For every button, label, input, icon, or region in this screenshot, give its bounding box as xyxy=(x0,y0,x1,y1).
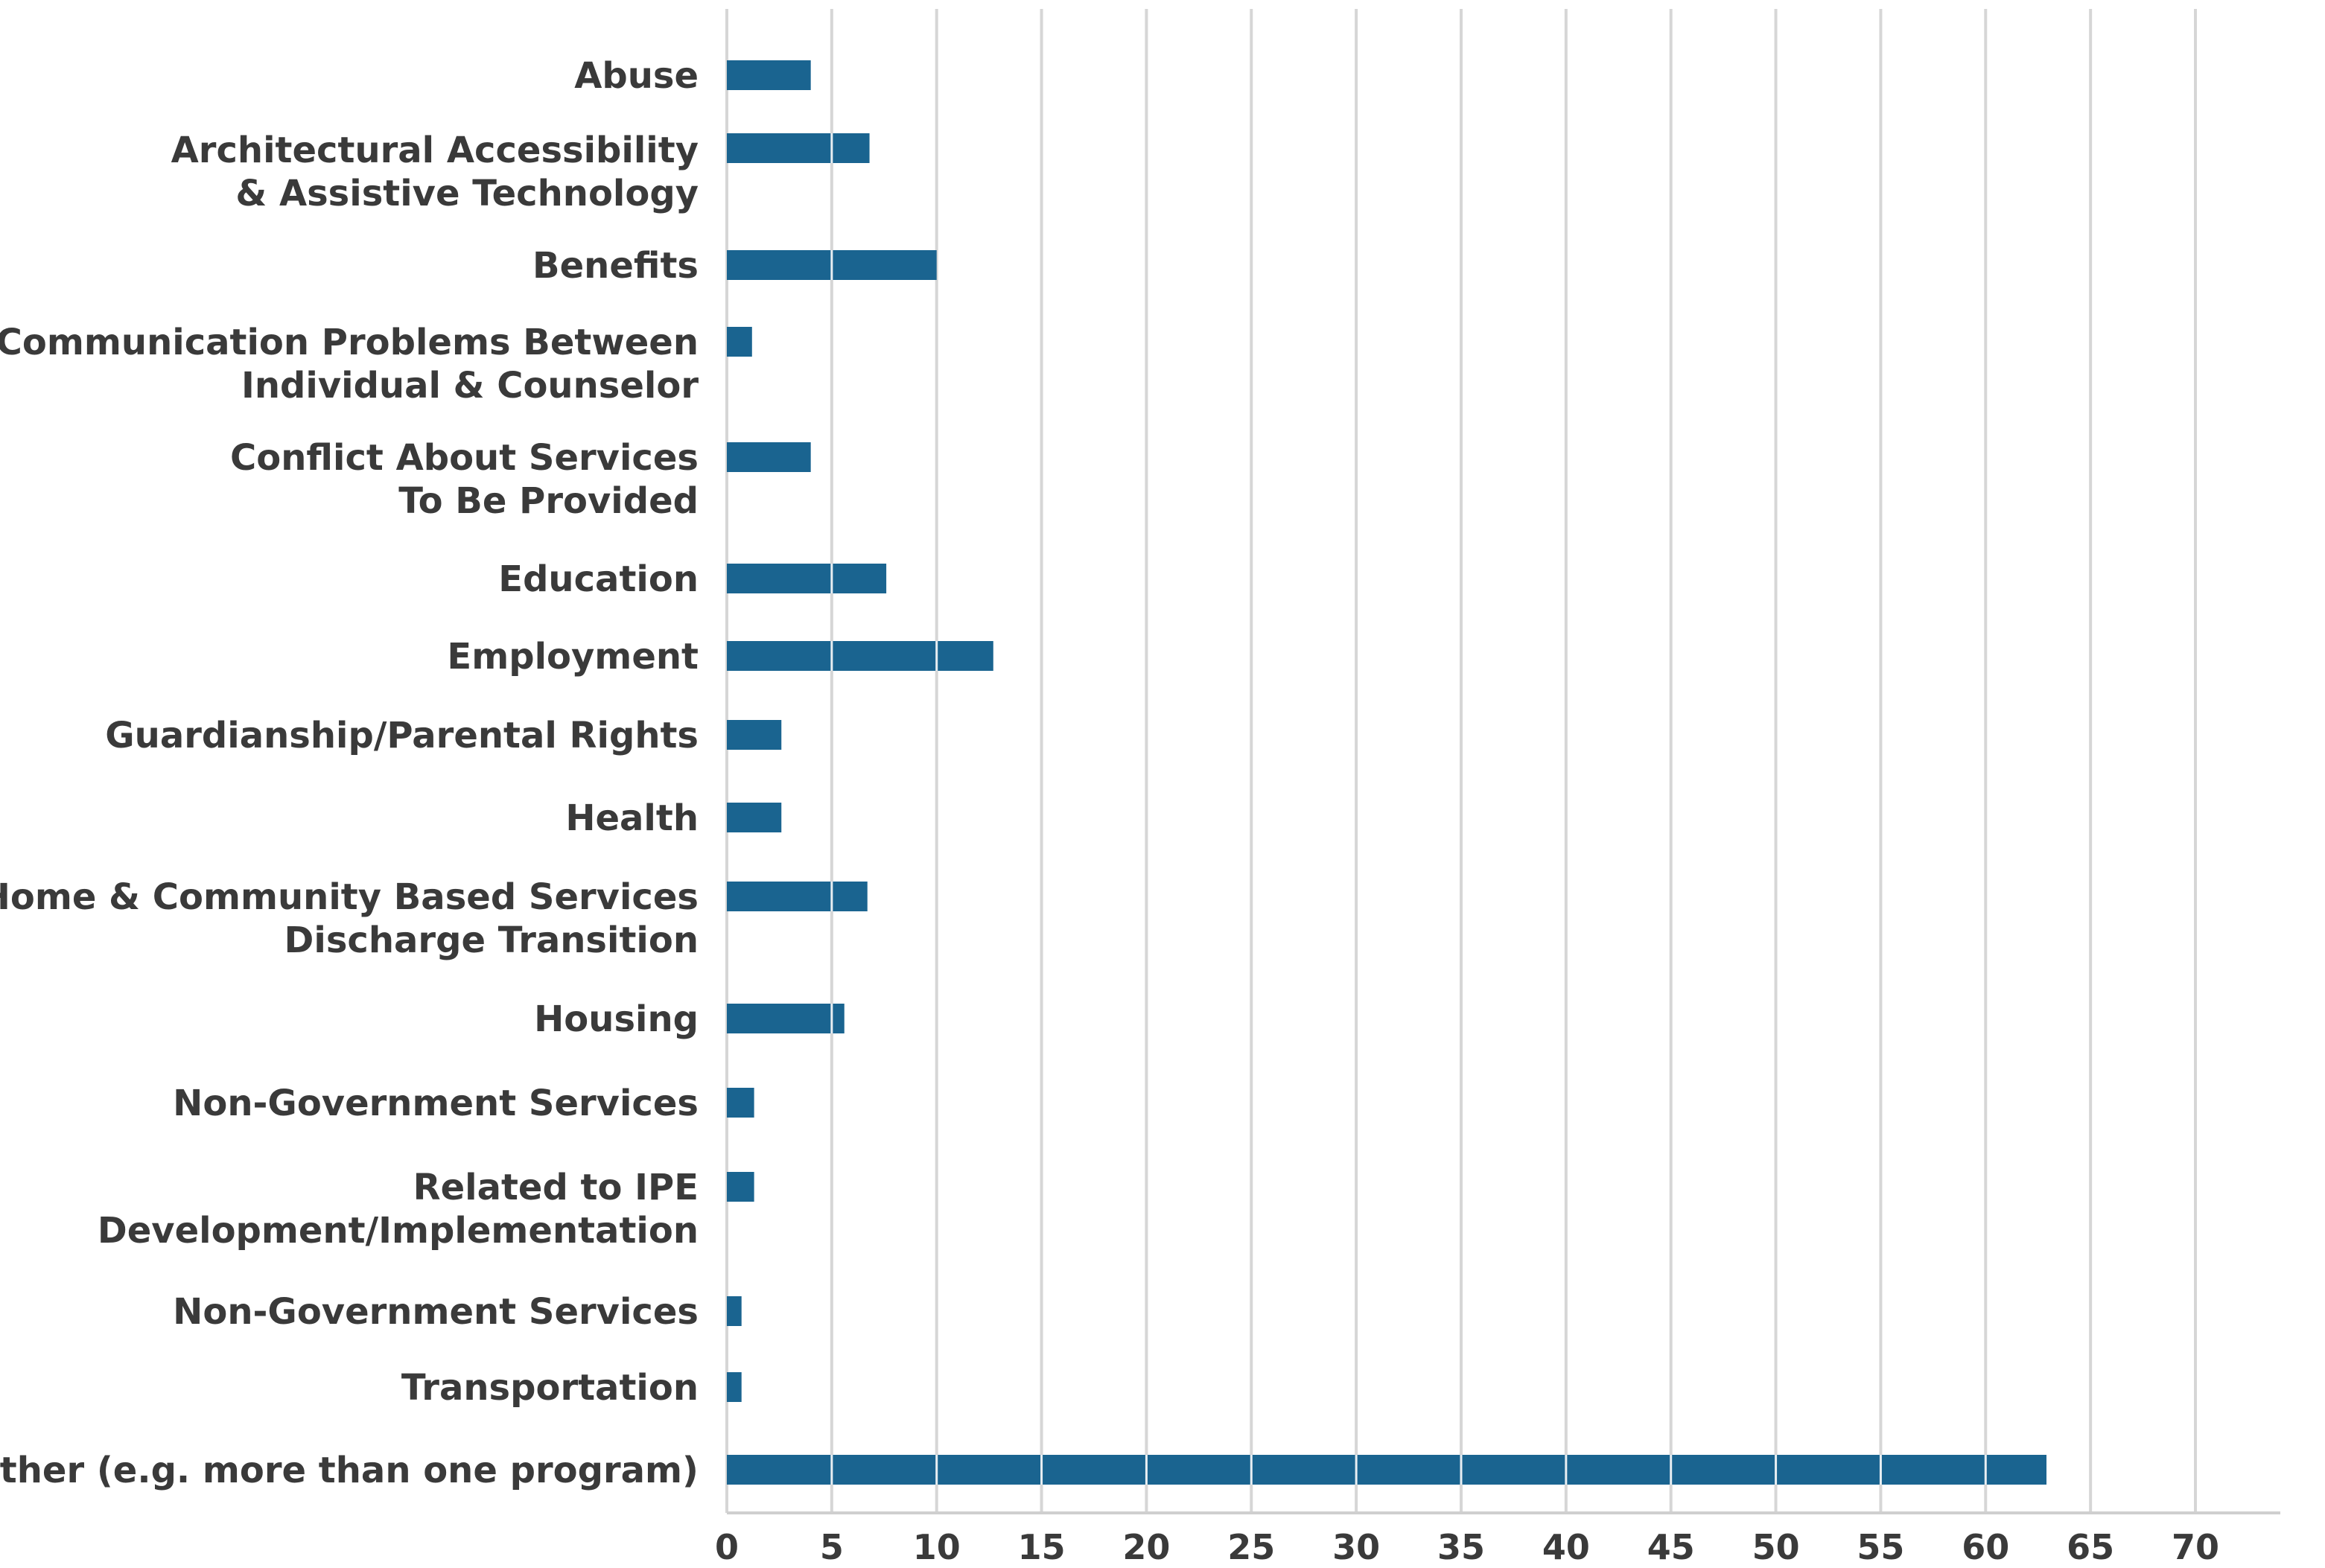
bars xyxy=(727,60,2046,1485)
bar xyxy=(727,641,993,671)
bar xyxy=(727,442,811,472)
bar xyxy=(727,1004,845,1033)
category-label: Home & Community Based Services xyxy=(0,876,699,918)
category-label: Conflict About Services xyxy=(230,437,699,479)
bar xyxy=(727,564,887,593)
bar xyxy=(727,60,811,90)
bar xyxy=(727,1088,754,1118)
category-label: Housing xyxy=(534,998,699,1040)
x-tick-label: 0 xyxy=(715,1527,739,1567)
category-label: Transportation xyxy=(401,1367,699,1409)
x-tick-label: 30 xyxy=(1332,1527,1380,1567)
x-tick-label: 65 xyxy=(2067,1527,2114,1567)
category-label: Other (e.g. more than one program) xyxy=(0,1450,699,1491)
category-label: Non-Government Services xyxy=(173,1291,699,1333)
bar xyxy=(727,1296,742,1326)
x-axis: 0 5 10 15 20 25 30 35 40 45 50 55 60 65 70 xyxy=(715,1511,2280,1567)
category-label: Development/Implementation xyxy=(98,1210,699,1252)
category-label: Related to IPE xyxy=(413,1167,699,1208)
bar xyxy=(727,720,782,750)
bar xyxy=(727,803,782,832)
category-label: Employment xyxy=(447,636,699,678)
bar xyxy=(727,133,870,163)
x-tick-label: 35 xyxy=(1437,1527,1485,1567)
category-label: Guardianship/Parental Rights xyxy=(105,715,699,756)
bar xyxy=(727,882,868,911)
x-tick-label: 70 xyxy=(2172,1527,2219,1567)
x-tick-label: 20 xyxy=(1122,1527,1170,1567)
x-tick-label: 25 xyxy=(1227,1527,1275,1567)
category-label: Benefits xyxy=(532,245,699,287)
x-tick-label: 5 xyxy=(820,1527,844,1567)
category-label: Education xyxy=(498,558,699,600)
category-label: Non-Government Services xyxy=(173,1083,699,1124)
category-label: Health xyxy=(565,797,699,839)
category-label: To Be Provided xyxy=(398,480,699,522)
category-label: Communication Problems Between xyxy=(0,322,699,363)
bar xyxy=(727,327,752,357)
category-label: Architectural Accessibility xyxy=(171,130,699,171)
category-labels: Abuse Architectural Accessibility& Assist… xyxy=(0,55,699,1491)
x-tick-label: 10 xyxy=(913,1527,961,1567)
x-tick-label: 60 xyxy=(1962,1527,2009,1567)
x-tick-label: 15 xyxy=(1018,1527,1066,1567)
gridlines xyxy=(725,9,2197,1513)
category-label: & Assistive Technology xyxy=(235,173,699,214)
category-label: Abuse xyxy=(574,55,699,97)
x-tick-label: 40 xyxy=(1542,1527,1590,1567)
x-tick-label: 45 xyxy=(1647,1527,1695,1567)
bar xyxy=(727,1172,754,1202)
x-tick-label: 55 xyxy=(1857,1527,1904,1567)
bar xyxy=(727,1455,2046,1485)
x-tick-label: 50 xyxy=(1752,1527,1800,1567)
category-label: Individual & Counselor xyxy=(241,365,699,407)
category-label: Discharge Transition xyxy=(284,920,699,961)
bar xyxy=(727,1372,742,1402)
